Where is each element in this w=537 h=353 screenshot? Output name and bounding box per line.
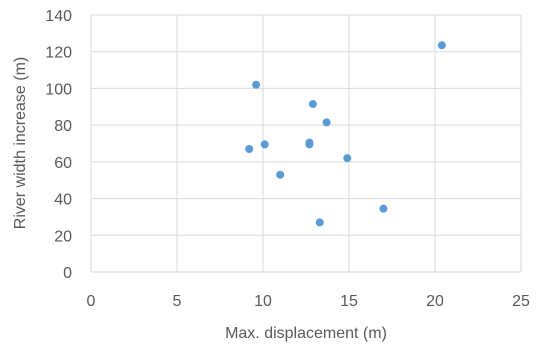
data-point xyxy=(322,118,331,127)
x-tick-label: 5 xyxy=(173,293,182,310)
data-point xyxy=(379,204,388,213)
x-tick-label: 20 xyxy=(426,293,444,310)
data-point xyxy=(315,218,324,227)
x-tick-label: 15 xyxy=(340,293,358,310)
data-point xyxy=(276,170,285,179)
y-tick-label: 0 xyxy=(63,265,72,282)
data-point xyxy=(305,140,314,149)
y-tick-labels: 0 20 40 60 80 100 120 140 xyxy=(45,8,72,282)
data-points xyxy=(245,41,446,227)
data-point xyxy=(252,80,261,89)
y-axis-title: River width increase (m) xyxy=(12,57,29,229)
data-point xyxy=(245,145,254,154)
x-tick-label: 10 xyxy=(254,293,272,310)
x-axis-title: Max. displacement (m) xyxy=(225,325,387,342)
y-tick-label: 20 xyxy=(54,228,72,245)
y-tick-label: 80 xyxy=(54,118,72,135)
data-point xyxy=(343,154,352,163)
data-point xyxy=(308,100,317,109)
x-tick-label: 0 xyxy=(87,293,96,310)
y-tick-label: 120 xyxy=(45,45,72,62)
y-tick-label: 60 xyxy=(54,155,72,172)
y-tick-label: 100 xyxy=(45,81,72,98)
data-point xyxy=(260,140,269,149)
x-tick-label: 25 xyxy=(512,293,530,310)
y-tick-label: 40 xyxy=(54,192,72,209)
gridlines xyxy=(90,14,522,273)
x-tick-labels: 0 5 10 15 20 25 xyxy=(87,293,530,310)
data-point xyxy=(437,41,446,50)
y-tick-label: 140 xyxy=(45,8,72,25)
